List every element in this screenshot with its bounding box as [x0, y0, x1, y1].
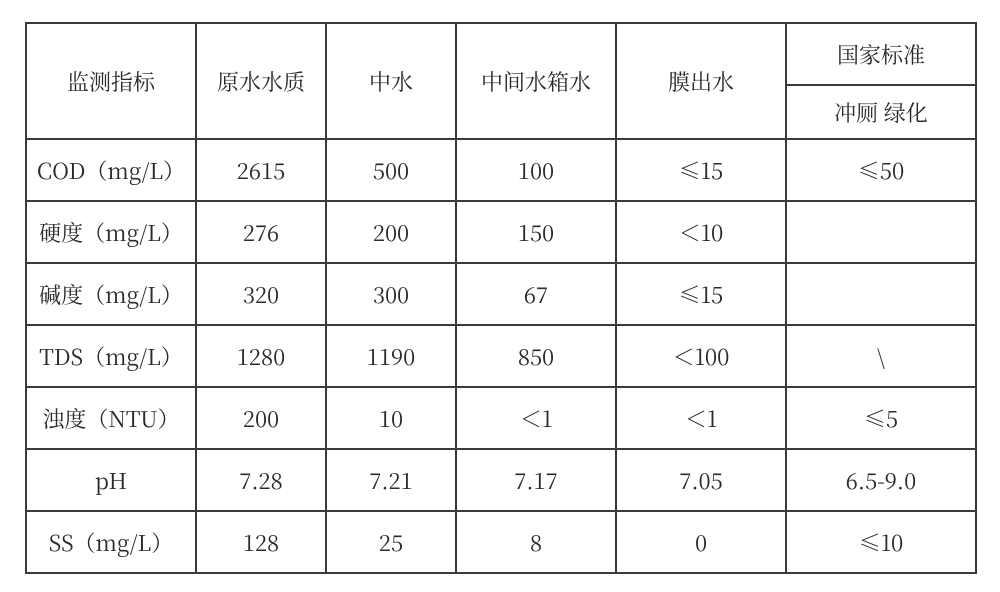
table-body: COD（mg/L） 2615 500 100 ≤15 ≤50 硬度（mg/L） …: [26, 139, 976, 573]
cell-std: \: [786, 325, 976, 387]
cell-param: COD（mg/L）: [26, 139, 196, 201]
cell-param: pH: [26, 449, 196, 511]
cell-std: 6.5-9.0: [786, 449, 976, 511]
table-row: COD（mg/L） 2615 500 100 ≤15 ≤50: [26, 139, 976, 201]
cell-tank: 100: [456, 139, 616, 201]
col-header-membrane: 膜出水: [616, 23, 786, 139]
table-row: SS（mg/L） 128 25 8 0 ≤10: [26, 511, 976, 573]
cell-mid: 200: [326, 201, 456, 263]
cell-raw: 320: [196, 263, 326, 325]
cell-tank: 8: [456, 511, 616, 573]
cell-param: 浊度（NTU）: [26, 387, 196, 449]
cell-membrane: ＜100: [616, 325, 786, 387]
col-header-std-sub: 冲厕 绿化: [786, 85, 976, 139]
cell-membrane: 0: [616, 511, 786, 573]
cell-std: ≤5: [786, 387, 976, 449]
cell-raw: 276: [196, 201, 326, 263]
cell-raw: 200: [196, 387, 326, 449]
cell-tank: 850: [456, 325, 616, 387]
cell-tank: 7.17: [456, 449, 616, 511]
cell-param: SS（mg/L）: [26, 511, 196, 573]
cell-membrane: ≤15: [616, 263, 786, 325]
cell-raw: 7.28: [196, 449, 326, 511]
cell-param: 硬度（mg/L）: [26, 201, 196, 263]
table-row: pH 7.28 7.21 7.17 7.05 6.5-9.0: [26, 449, 976, 511]
cell-raw: 2615: [196, 139, 326, 201]
cell-tank: 67: [456, 263, 616, 325]
water-quality-table: 监测指标 原水水质 中水 中间水箱水 膜出水 国家标准 冲厕 绿化 COD（mg…: [25, 22, 977, 574]
table-row: 硬度（mg/L） 276 200 150 ＜10: [26, 201, 976, 263]
cell-membrane: 7.05: [616, 449, 786, 511]
cell-std: ≤10: [786, 511, 976, 573]
table-row: TDS（mg/L） 1280 1190 850 ＜100 \: [26, 325, 976, 387]
cell-mid: 7.21: [326, 449, 456, 511]
cell-membrane: ＜10: [616, 201, 786, 263]
cell-mid: 10: [326, 387, 456, 449]
col-header-std-group: 国家标准: [786, 23, 976, 85]
col-header-param: 监测指标: [26, 23, 196, 139]
cell-std: ≤50: [786, 139, 976, 201]
col-header-tank: 中间水箱水: [456, 23, 616, 139]
cell-mid: 500: [326, 139, 456, 201]
cell-mid: 1190: [326, 325, 456, 387]
cell-membrane: ＜1: [616, 387, 786, 449]
cell-std: [786, 201, 976, 263]
cell-param: 碱度（mg/L）: [26, 263, 196, 325]
cell-membrane: ≤15: [616, 139, 786, 201]
cell-tank: 150: [456, 201, 616, 263]
col-header-mid: 中水: [326, 23, 456, 139]
cell-mid: 25: [326, 511, 456, 573]
cell-mid: 300: [326, 263, 456, 325]
table-container: 监测指标 原水水质 中水 中间水箱水 膜出水 国家标准 冲厕 绿化 COD（mg…: [0, 0, 1000, 592]
col-header-raw: 原水水质: [196, 23, 326, 139]
table-row: 浊度（NTU） 200 10 ＜1 ＜1 ≤5: [26, 387, 976, 449]
cell-tank: ＜1: [456, 387, 616, 449]
cell-raw: 128: [196, 511, 326, 573]
cell-std: [786, 263, 976, 325]
table-row: 碱度（mg/L） 320 300 67 ≤15: [26, 263, 976, 325]
cell-raw: 1280: [196, 325, 326, 387]
cell-param: TDS（mg/L）: [26, 325, 196, 387]
